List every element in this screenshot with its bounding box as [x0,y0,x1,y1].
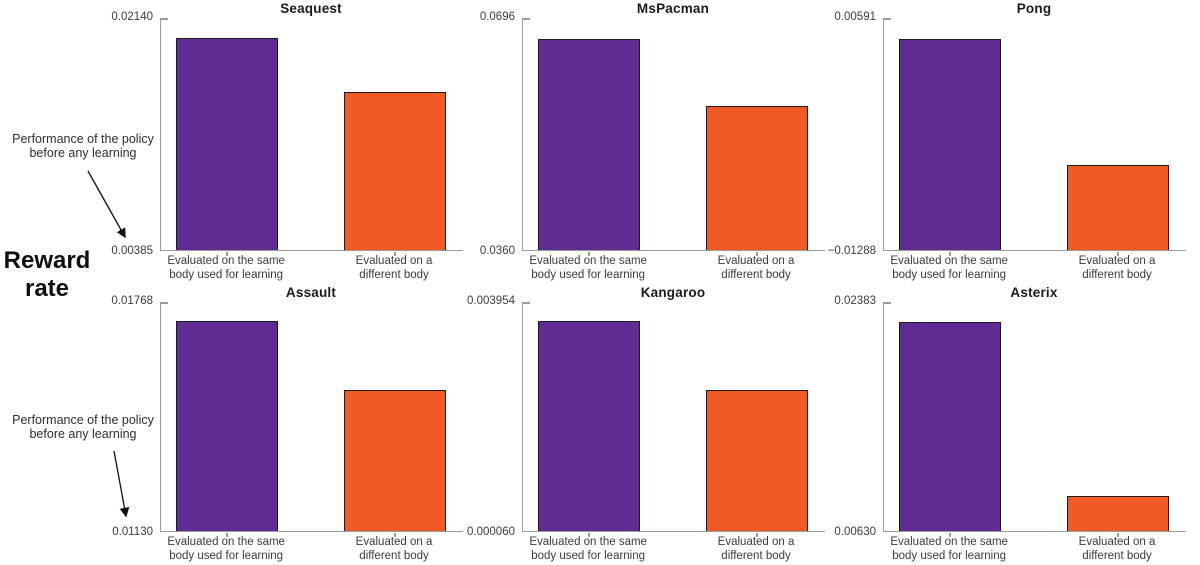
y-axis-max-label: 0.02383 [834,295,876,307]
x-tick-mark [226,251,228,256]
figure-ylabel: Reward rate [3,247,91,302]
x-category-different-body: Evaluated on a different body [1078,255,1156,281]
x-tick-mark [1117,251,1119,256]
y-tick-mark [161,18,168,20]
y-axis-max-label: 0.00591 [834,11,876,23]
bar-same-body [538,321,641,531]
x-category-same-body: Evaluated on the same body used for lear… [890,536,1008,562]
x-tick-mark [756,532,758,537]
x-tick-mark [394,532,396,537]
bar-different-body [706,389,809,531]
x-category-different-body: Evaluated on a different body [717,536,795,562]
plot-area [883,18,1186,256]
arrow-top-icon [87,170,126,239]
bar-same-body [899,321,1002,531]
arrow-bottom-icon [113,450,130,518]
y-axis-min-label: 0.01130 [112,526,153,538]
y-axis-min-label: 0.0360 [479,245,515,257]
annotation-pre-learning-top: Performance of the policy before any lea… [12,132,154,160]
bar-same-body [899,39,1002,250]
y-axis-max-label: 0.0696 [479,11,515,23]
plot-area [522,18,825,256]
x-category-same-body: Evaluated on the same body used for lear… [167,255,285,281]
bar-different-body [344,389,447,531]
bar-same-body [176,321,279,531]
annotation-pre-learning-bottom: Performance of the policy before any lea… [12,413,154,441]
bar-different-body [1067,165,1170,250]
x-tick-mark [1117,532,1119,537]
subplot-title: Seaquest [280,1,342,16]
subplot-asterix: Asterix 0.02383 0.00630 Evaluated on the… [834,285,1186,562]
subplot-title: Assault [285,285,337,300]
y-axis-max-label: 0.02140 [111,11,153,23]
x-tick-mark [226,532,228,537]
subplot-mspacman: MsPacman 0.0696 0.0360 Evaluated on the … [480,1,825,281]
x-tick-mark [949,532,951,537]
bar-different-body [706,106,809,250]
subplot-pong: Pong 0.00591 −0.01288 Evaluated on the s… [828,1,1186,281]
y-axis-min-label: −0.01288 [827,245,876,257]
y-axis-min-label: 0.000060 [467,526,515,538]
subplot-title: Pong [1016,1,1052,16]
y-tick-mark [523,18,530,20]
bar-different-body [1067,495,1170,531]
bar-same-body [176,37,279,250]
subplot-title: MsPacman [636,1,710,16]
plot-area [160,302,463,537]
x-category-same-body: Evaluated on the same body used for lear… [529,536,647,562]
x-category-different-body: Evaluated on a different body [717,255,795,281]
x-category-different-body: Evaluated on a different body [1078,536,1156,562]
x-tick-mark [588,251,590,256]
subplot-kangaroo: Kangaroo 0.003954 0.000060 Evaluated on … [467,285,825,562]
y-tick-mark [884,18,891,20]
bar-different-body [344,92,447,250]
subplot-seaquest: Seaquest 0.02140 0.00385 Evaluated on th… [111,1,463,281]
y-axis-max-label: 0.003954 [467,295,515,307]
subplot-title: Kangaroo [640,285,706,300]
x-tick-mark [394,251,396,256]
x-category-same-body: Evaluated on the same body used for lear… [529,255,647,281]
plot-area [522,302,825,537]
x-category-different-body: Evaluated on a different body [355,255,433,281]
y-axis-min-label: 0.00630 [834,526,876,538]
bar-same-body [538,38,641,250]
subplot-title: Asterix [1010,285,1058,300]
x-category-same-body: Evaluated on the same body used for lear… [890,255,1008,281]
y-axis-max-label: 0.01768 [111,295,153,307]
y-axis-min-label: 0.00385 [111,245,153,257]
y-tick-mark [884,302,891,304]
x-category-different-body: Evaluated on a different body [355,536,433,562]
x-tick-mark [588,532,590,537]
y-tick-mark [523,302,530,304]
subplot-assault: Assault 0.01768 0.01130 Evaluated on the… [111,285,463,562]
x-tick-mark [949,251,951,256]
y-tick-mark [161,302,168,304]
x-tick-mark [756,251,758,256]
plot-area [160,18,463,256]
plot-area [883,302,1186,537]
x-category-same-body: Evaluated on the same body used for lear… [167,536,285,562]
